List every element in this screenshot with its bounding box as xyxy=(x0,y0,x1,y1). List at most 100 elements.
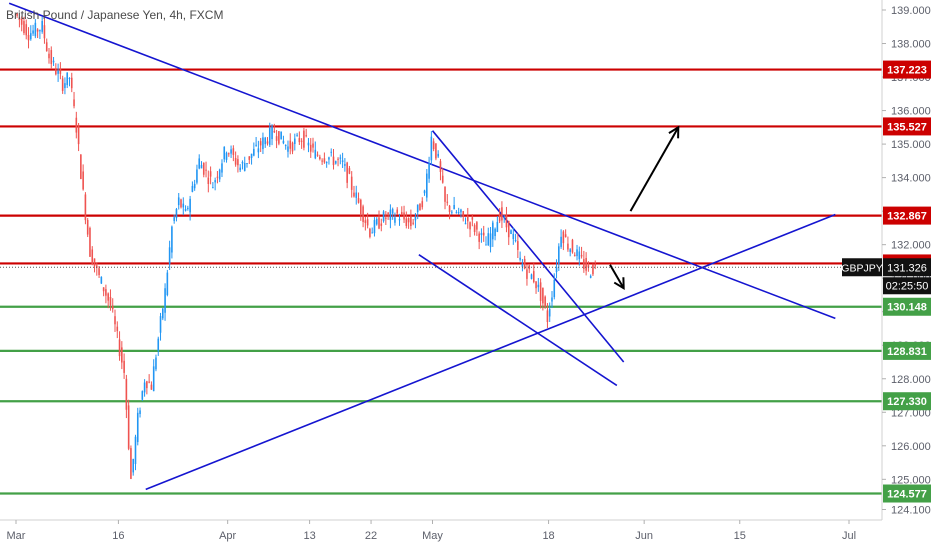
candle-body xyxy=(264,137,267,145)
candle-body xyxy=(501,207,503,221)
candle-body xyxy=(385,217,387,219)
candle-body xyxy=(573,254,576,257)
price-tick-label: 126.000 xyxy=(891,441,931,453)
candle-body xyxy=(314,149,317,159)
candle-body xyxy=(464,223,467,225)
candle-body xyxy=(234,158,237,165)
trendline xyxy=(145,213,836,491)
candle-body xyxy=(168,247,171,265)
candle-body xyxy=(107,293,109,301)
candle-body xyxy=(73,99,75,107)
candle-body xyxy=(196,169,198,183)
candle-body xyxy=(175,209,178,219)
candle-body xyxy=(428,163,430,179)
time-tick-label: Mar xyxy=(7,530,26,542)
candle-body xyxy=(205,169,207,171)
candle-body xyxy=(548,308,551,317)
candle-body xyxy=(416,204,419,213)
candle-body xyxy=(323,158,326,163)
candle-body xyxy=(348,168,351,174)
candle-body xyxy=(273,130,276,133)
candle-body xyxy=(592,264,594,275)
candle-body xyxy=(398,219,401,221)
price-tick-label: 135.000 xyxy=(891,139,931,151)
candle-body xyxy=(132,458,135,473)
candle-body xyxy=(309,144,312,152)
candle-body xyxy=(496,221,499,232)
candle-body xyxy=(243,163,246,171)
candle-body xyxy=(282,140,285,144)
level-price-tag xyxy=(883,297,931,316)
price-tick-label: 136.000 xyxy=(891,106,931,118)
candle-body xyxy=(346,162,348,183)
arrow-shaft xyxy=(609,264,625,289)
candle-body xyxy=(102,287,105,292)
candle-body xyxy=(439,161,442,172)
candle-body xyxy=(362,206,364,222)
candle-body xyxy=(455,212,458,214)
candle-body xyxy=(587,265,590,268)
arrow-shaft xyxy=(629,126,680,212)
candle-body xyxy=(469,222,471,230)
candle-body xyxy=(544,296,546,307)
candle-body xyxy=(451,211,453,213)
candle-body xyxy=(471,217,474,220)
candle-body xyxy=(396,209,399,214)
candle-body xyxy=(514,240,517,242)
candle-body xyxy=(55,69,57,75)
candle-body xyxy=(166,272,169,295)
candle-body xyxy=(70,77,73,89)
candle-body xyxy=(503,217,505,219)
candle-body xyxy=(248,156,251,160)
candle-body xyxy=(80,154,82,180)
candle-body xyxy=(262,137,264,150)
candle-body xyxy=(466,215,469,222)
countdown-tag xyxy=(883,277,931,295)
price-tick-label: 138.000 xyxy=(891,39,931,51)
candle-body xyxy=(446,201,449,203)
candle-body xyxy=(161,308,164,319)
candle-body xyxy=(289,140,292,149)
candle-body xyxy=(84,194,87,221)
candle-body xyxy=(476,222,478,230)
candle-body xyxy=(93,258,96,267)
symbol-tag xyxy=(842,258,882,277)
candle-body xyxy=(191,185,194,192)
candle-body xyxy=(444,186,446,202)
candle-body xyxy=(339,157,342,159)
candle-body xyxy=(473,225,476,232)
candle-body xyxy=(127,405,130,449)
time-tick-label: 16 xyxy=(112,530,124,542)
price-tick-label: 139.000 xyxy=(891,5,931,17)
candle-body xyxy=(512,233,515,240)
candle-body xyxy=(380,223,383,226)
candle-body xyxy=(89,227,91,257)
candle-body xyxy=(182,203,185,208)
candle-body xyxy=(382,211,385,222)
candle-body xyxy=(521,263,524,267)
candle-body xyxy=(369,228,371,237)
candle-body xyxy=(39,30,41,32)
candle-body xyxy=(353,192,355,197)
level-price-tag xyxy=(883,341,931,360)
candle-body xyxy=(125,378,128,410)
candle-body xyxy=(294,138,296,145)
candle-body xyxy=(50,50,53,65)
candle-body xyxy=(560,236,562,247)
trendline xyxy=(431,130,625,363)
time-axis[interactable]: Mar 16 Apr 13 22 May 18 Jun 15 Jul xyxy=(7,520,857,542)
candle-body xyxy=(430,136,433,161)
time-tick-label: Jun xyxy=(635,530,653,542)
candle-body xyxy=(116,326,119,332)
time-tick-label: Apr xyxy=(219,530,236,542)
candle-body xyxy=(389,209,392,221)
candle-body xyxy=(143,382,146,393)
candle-body xyxy=(59,68,62,74)
price-tick-label: 124.100 xyxy=(891,505,931,517)
candle-body xyxy=(542,287,544,304)
candle-body xyxy=(567,243,569,250)
candle-body xyxy=(546,310,549,322)
candle-body xyxy=(558,246,560,264)
candle-body xyxy=(303,130,305,148)
